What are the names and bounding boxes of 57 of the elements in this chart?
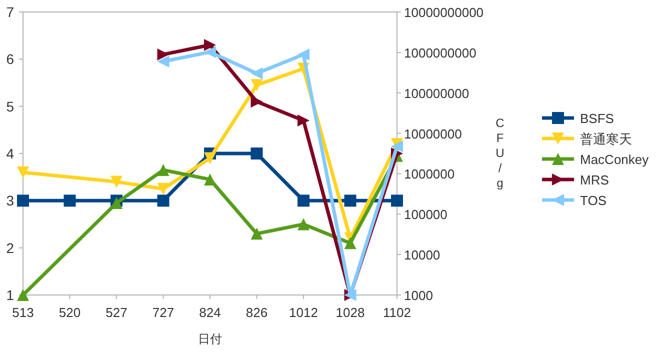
y-tick-label: 3 (6, 192, 14, 209)
y2-tick-label: 10000000000 (404, 5, 484, 20)
point (17, 289, 29, 301)
point (298, 218, 310, 230)
legend-label: BSFS (580, 111, 614, 126)
x-tick-label: 1012 (289, 305, 318, 320)
x-tick-label: 1028 (336, 305, 365, 320)
point (204, 39, 216, 52)
y2-tick-label: 10000 (404, 248, 440, 263)
point (204, 152, 216, 164)
x-axis-title: 日付 (198, 332, 222, 346)
x-tick-label: 527 (106, 305, 128, 320)
y-tick-label: 6 (6, 51, 14, 68)
x-tick-label: 824 (199, 305, 221, 320)
point (298, 48, 310, 60)
y-tick-label: 5 (6, 98, 14, 114)
point (298, 194, 310, 207)
y2-tick-label: 10000000 (404, 126, 462, 142)
point (204, 173, 216, 186)
point (157, 182, 170, 195)
point (250, 67, 263, 80)
x-tick-label: 520 (58, 305, 81, 320)
y2-tick-label: 100000000 (404, 86, 470, 101)
point (110, 176, 122, 188)
point (250, 148, 263, 160)
x-tick-label: 727 (152, 305, 174, 320)
point (344, 194, 356, 207)
x-tick-label: 1102 (383, 305, 411, 320)
y2-axis-title: CFU/g (496, 116, 505, 190)
point (204, 46, 216, 58)
legend-label: TOS (580, 193, 607, 208)
point (157, 194, 170, 207)
legend-label: MRS (580, 172, 610, 188)
point (64, 194, 76, 207)
y2-tick-label: 1000 (404, 288, 433, 303)
point (157, 164, 170, 176)
legend-label: 普通寒天 (580, 132, 632, 146)
point (298, 114, 310, 126)
point (250, 96, 263, 108)
point (157, 48, 170, 60)
y-tick-label: 1 (6, 287, 14, 303)
point (391, 194, 403, 207)
legend-label: MacConkey (580, 152, 650, 167)
point (344, 237, 356, 250)
point (17, 194, 29, 207)
y-tick-label: 7 (6, 4, 14, 20)
y-tick-label: 2 (6, 240, 14, 256)
point (250, 79, 263, 92)
point (250, 228, 263, 240)
x-tick-label: 826 (246, 305, 268, 320)
y2-tick-label: 1000000000 (404, 45, 476, 60)
point (17, 166, 29, 178)
y2-tick-label: 100000 (404, 207, 448, 222)
point (157, 56, 170, 68)
y-tick-label: 4 (6, 146, 14, 162)
x-tick-label: 513 (12, 305, 34, 320)
y2-tick-label: 1000000 (404, 166, 455, 182)
